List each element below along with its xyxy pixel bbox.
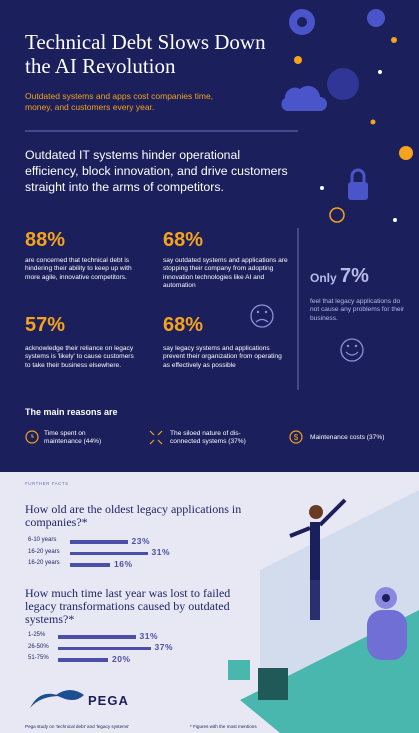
only-text: feel that legacy applications do not cau…	[310, 298, 405, 322]
footer-note: * Figures with the most mentions	[190, 724, 257, 729]
stat-text: say legacy systems and applications prev…	[163, 345, 282, 369]
stat-value: 57%	[25, 314, 66, 336]
stat-text: say outdated systems and applications ar…	[163, 257, 288, 290]
only-stat: Only 7%	[310, 265, 369, 288]
svg-text:$: $	[294, 433, 299, 442]
bar	[70, 551, 148, 555]
bar	[70, 563, 110, 567]
bar-label: 6-10 years	[28, 537, 57, 543]
stat-text: acknowledge their reliance on legacy sys…	[25, 345, 134, 369]
bar-label: 16-20 years	[28, 560, 60, 566]
stat-value: 68%	[163, 314, 204, 336]
value-label: 23%	[131, 535, 151, 546]
subtitle: Outdated systems and apps cost companies…	[25, 91, 214, 112]
intro: Outdated IT systems hinder operational e…	[25, 148, 288, 194]
value-label: 16%	[114, 558, 133, 569]
title: Technical Debt Slows Down the AI Revolut…	[25, 30, 266, 78]
footer-source: Pega study on 'technical debt' and 'lega…	[25, 724, 130, 729]
bar-label: 51-75%	[28, 655, 49, 661]
reason: Maintenance costs (37%)	[310, 434, 385, 441]
value-label: 31%	[139, 630, 159, 641]
bar-label: 16-20 years	[28, 548, 60, 555]
question: How much time last year was lost to fail…	[25, 586, 231, 626]
further-facts-label: FURTHER FACTS	[25, 481, 69, 486]
logo: PEGA	[88, 693, 129, 708]
bar	[58, 658, 108, 662]
reason: The siloed nature of dis-connected syste…	[170, 430, 246, 446]
only-prefix: Only	[310, 271, 337, 285]
question: How old are the oldest legacy applicatio…	[25, 502, 242, 529]
stat-value: 88%	[25, 229, 66, 251]
value-label: 31%	[151, 547, 171, 557]
bar	[58, 635, 136, 639]
value-label: 20%	[112, 653, 131, 664]
stat-text: are concerned that technical debt is hin…	[25, 257, 132, 281]
value-label: 37%	[154, 642, 174, 652]
bar-label: 1-25%	[28, 632, 46, 638]
bar	[70, 540, 128, 544]
reason: Time spent on maintenance (44%)	[44, 430, 102, 446]
bar-label: 26-50%	[28, 643, 49, 650]
reasons-heading: The main reasons are	[25, 407, 118, 417]
only-value: 7%	[340, 265, 369, 287]
stat-value: 68%	[163, 229, 204, 251]
bar	[58, 646, 151, 650]
